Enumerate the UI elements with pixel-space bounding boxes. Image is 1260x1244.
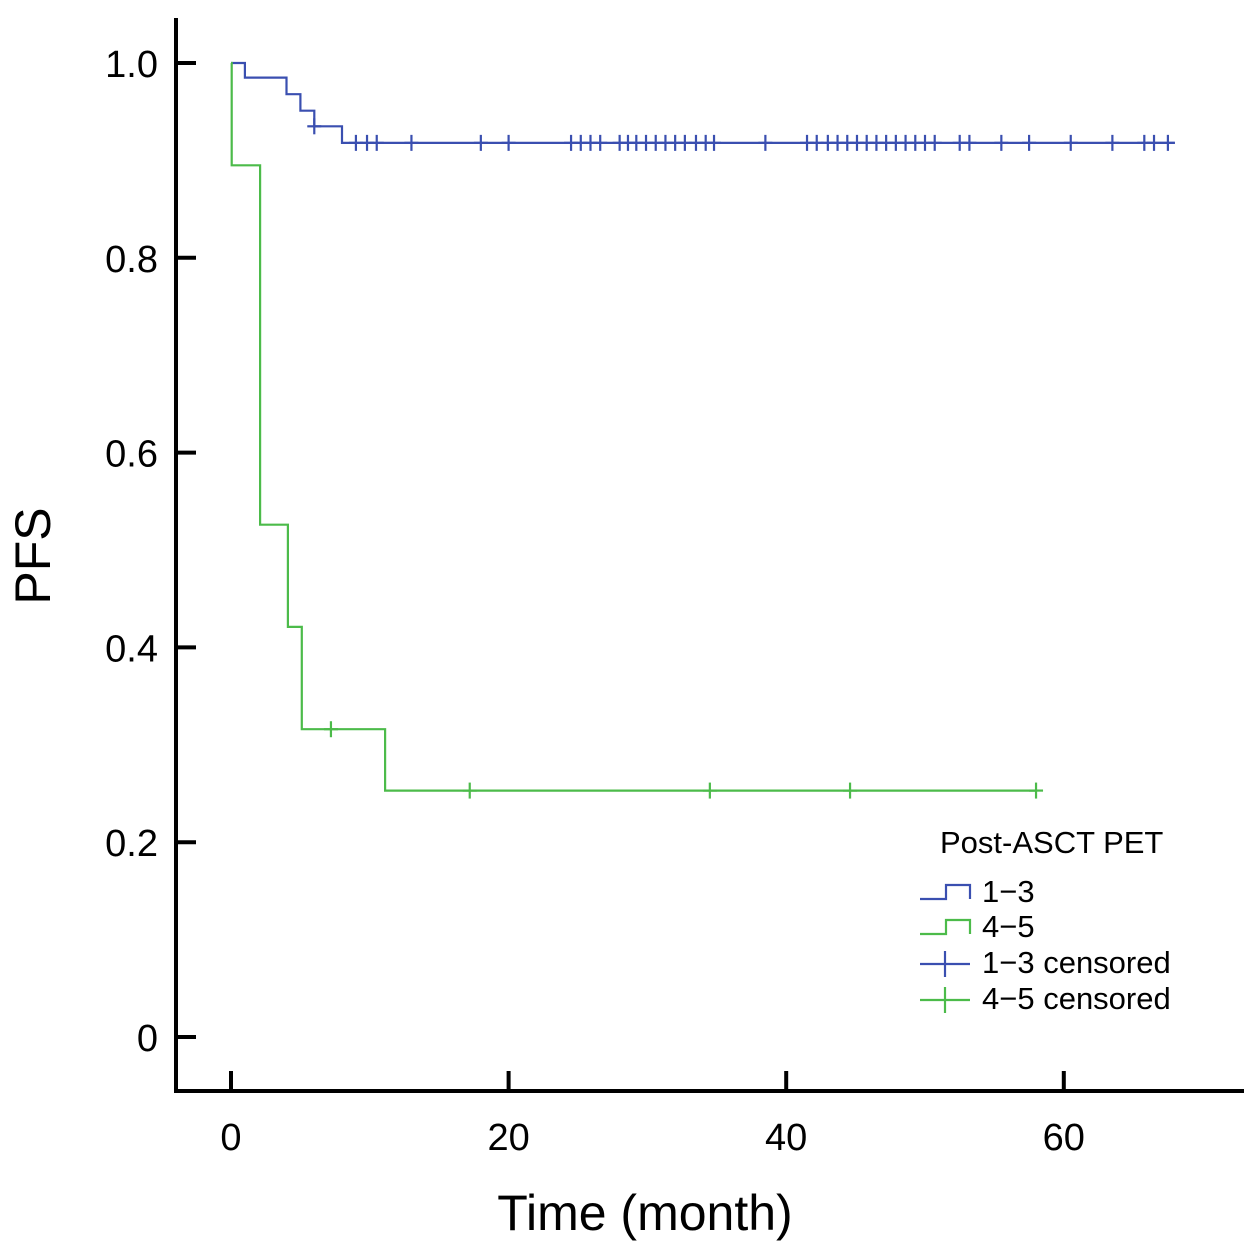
censor-mark <box>758 134 773 151</box>
y-tick-label: 0.2 <box>105 823 158 865</box>
censor-mark <box>707 134 722 151</box>
censor-mark <box>1105 134 1120 151</box>
censor-mark <box>843 782 858 799</box>
y-tick-label: 0.6 <box>105 434 158 476</box>
censor-mark <box>1022 134 1037 151</box>
censor-mark <box>593 134 608 151</box>
legend-symbol-4-5 <box>920 918 972 936</box>
x-tick-label: 0 <box>220 1117 241 1159</box>
censor-mark <box>462 782 477 799</box>
series-4-5 <box>230 61 1044 799</box>
censor-mark <box>1029 782 1044 799</box>
censor-mark <box>962 134 977 151</box>
legend: Post-ASCT PET 1−3 4−5 1−3 censored 4−5 c… <box>920 825 1171 1016</box>
censor-mark <box>323 721 338 738</box>
censor-mark <box>1160 134 1175 151</box>
series-layer <box>230 61 1175 799</box>
legend-symbol-1-3 <box>920 883 972 901</box>
censor-mark <box>307 118 322 135</box>
censor-mark <box>1147 134 1162 151</box>
x-axis-title: Time (month) <box>497 1185 792 1241</box>
x-tick-label: 60 <box>1043 1117 1085 1159</box>
censor-mark <box>927 134 942 151</box>
legend-label-4-5-censored: 4−5 censored <box>982 981 1171 1016</box>
y-tick-label: 0 <box>137 1018 158 1060</box>
y-axis-title: PFS <box>5 507 61 604</box>
censor-mark <box>404 134 419 151</box>
x-tick-label: 40 <box>765 1117 807 1159</box>
censor-mark <box>369 134 384 151</box>
survival-curve <box>231 61 1175 144</box>
y-tick-label: 1.0 <box>105 44 158 86</box>
y-tick-label: 0.4 <box>105 628 158 670</box>
y-tick-label: 0.8 <box>105 239 158 281</box>
censor-mark <box>473 134 488 151</box>
legend-label-4-5: 4−5 <box>982 909 1035 944</box>
censor-mark <box>1063 134 1078 151</box>
x-tick-group: 0 20 40 60 <box>220 1071 1085 1159</box>
y-tick-group: 0 0.2 0.4 0.6 0.8 1.0 <box>105 44 196 1060</box>
legend-label-1-3-censored: 1−3 censored <box>982 945 1171 980</box>
censor-mark <box>501 134 516 151</box>
x-tick-label: 20 <box>487 1117 529 1159</box>
survival-curve <box>230 61 1036 792</box>
censor-mark <box>994 134 1009 151</box>
legend-title: Post-ASCT PET <box>940 825 1163 860</box>
series-1-3 <box>231 61 1175 151</box>
legend-label-1-3: 1−3 <box>982 874 1035 909</box>
censor-mark <box>702 782 717 799</box>
